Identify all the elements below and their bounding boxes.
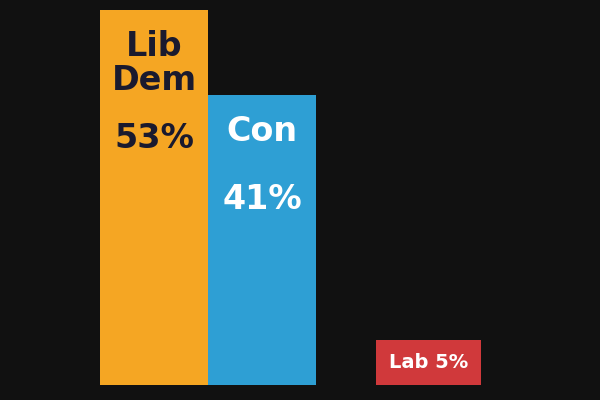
Text: Con: Con bbox=[226, 115, 298, 148]
Text: Lab 5%: Lab 5% bbox=[389, 353, 468, 372]
Text: The result in Richmond
Park at the last General
Election in 2019.: The result in Richmond Park at the last … bbox=[108, 282, 286, 329]
Text: Lib
Dem: Lib Dem bbox=[112, 30, 197, 97]
Text: 41%: 41% bbox=[222, 183, 302, 216]
Text: 53%: 53% bbox=[114, 122, 194, 155]
